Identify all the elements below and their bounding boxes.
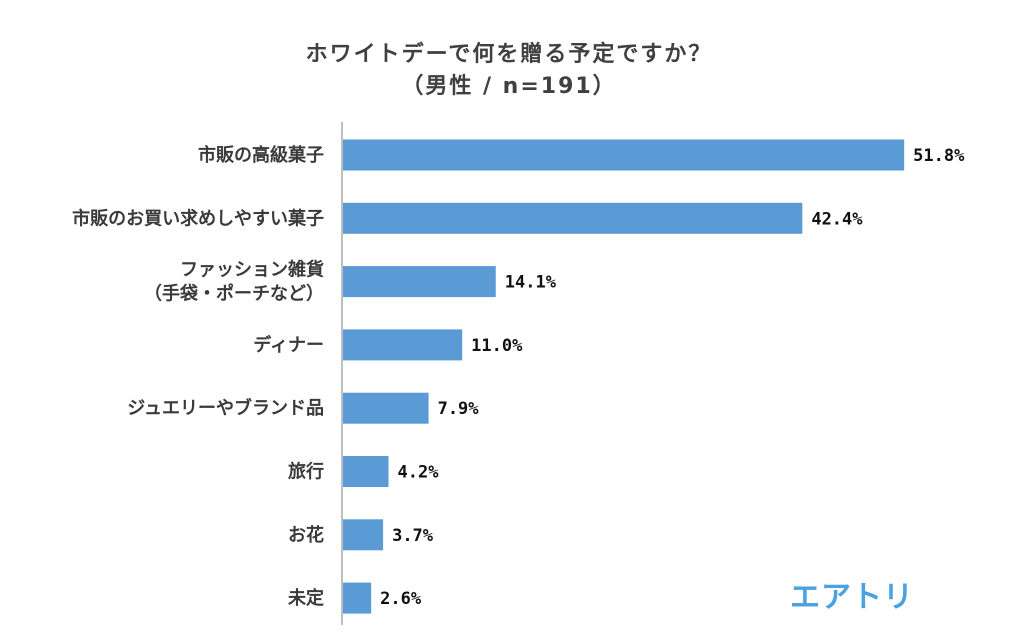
category-label: 旅行 xyxy=(288,461,324,483)
data-label: 51.8% xyxy=(913,146,965,166)
category-label: お花 xyxy=(288,524,324,546)
chart-subtitle: （男性 / n=191） xyxy=(401,74,617,99)
bar xyxy=(343,329,463,361)
data-label: 14.1% xyxy=(505,273,557,293)
data-label: 4.2% xyxy=(398,463,440,483)
data-label: 42.4% xyxy=(811,209,863,229)
bar xyxy=(343,519,384,551)
category-label: （手袋・ポーチなど） xyxy=(144,283,324,305)
bar xyxy=(343,202,803,234)
chart-title: ホワイトデーで何を贈る予定ですか？ xyxy=(305,42,713,67)
category-label: ファッション雑貨 xyxy=(180,259,324,281)
data-label: 2.6% xyxy=(380,589,422,609)
category-label: ディナー xyxy=(253,334,324,356)
bar xyxy=(343,456,389,487)
brand-logo: エアトリ xyxy=(790,580,914,615)
bar xyxy=(343,392,429,424)
category-label: 市販の高級菓子 xyxy=(198,144,324,166)
bar xyxy=(343,139,905,171)
data-label: 11.0% xyxy=(471,336,523,356)
bar xyxy=(343,266,496,298)
bar xyxy=(343,582,372,614)
data-label: 7.9% xyxy=(438,399,480,419)
data-label: 3.7% xyxy=(392,526,434,546)
category-label: 未定 xyxy=(288,587,324,609)
category-label: 市販のお買い求めしやすい菓子 xyxy=(72,207,324,229)
category-label: ジュエリーやブランド品 xyxy=(127,397,324,419)
